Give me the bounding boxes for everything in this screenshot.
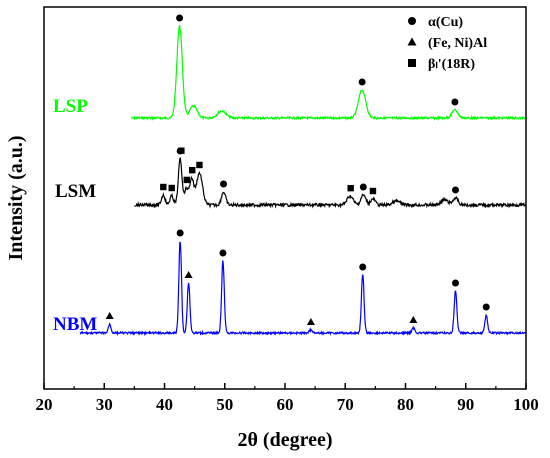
phase-marker-nbm-triangle-2 <box>184 271 193 278</box>
legend-marker-circle <box>408 17 416 25</box>
x-tick-label-90: 90 <box>457 395 474 414</box>
phase-marker-lsm-square-6 <box>196 161 203 169</box>
x-axis-ticks: 20 30 40 50 60 70 80 90 100 <box>36 383 539 414</box>
x-tick-label-30: 30 <box>96 395 113 414</box>
legend-label-square: βₗ'(18R) <box>428 57 475 72</box>
legend: α(Cu) (Fe, Ni)Al βₗ'(18R) <box>407 15 487 72</box>
phase-marker-lsm-square-5 <box>189 166 196 174</box>
x-tick-label-80: 80 <box>397 395 414 414</box>
phase-marker-lsm-square-0 <box>160 183 167 191</box>
series-line-lsp <box>131 25 527 121</box>
phase-marker-nbm-circle-1 <box>176 229 184 237</box>
phase-marker-nbm-circle-3 <box>219 249 227 257</box>
phase-marker-lsm-square-8 <box>347 184 354 192</box>
trace-layer <box>79 25 527 337</box>
series-line-lsm <box>134 157 527 209</box>
phase-marker-layer <box>105 14 490 325</box>
x-axis-label: 2θ (degree) <box>237 429 332 451</box>
phase-marker-lsp-circle-2 <box>451 98 459 106</box>
x-tick-label-70: 70 <box>337 395 354 414</box>
phase-marker-nbm-triangle-4 <box>306 318 315 325</box>
phase-marker-lsm-circle-11 <box>452 186 460 194</box>
trace-label-nbm: NBM <box>53 314 97 335</box>
phase-marker-lsm-square-1 <box>168 184 175 192</box>
legend-marker-triangle <box>407 37 417 46</box>
y-axis-label: Intensity (a.u.) <box>5 135 27 260</box>
phase-marker-lsm-square-10 <box>369 187 377 195</box>
legend-label-circle: α(Cu) <box>428 15 463 30</box>
legend-label-triangle: (Fe, Ni)Al <box>428 36 487 51</box>
legend-marker-square <box>408 59 416 67</box>
phase-marker-nbm-triangle-0 <box>105 312 114 319</box>
trace-label-lsp: LSP <box>53 96 88 117</box>
series-line-nbm <box>79 241 527 337</box>
phase-marker-lsm-circle-9 <box>359 183 367 191</box>
trace-label-layer: LSP LSM NBM <box>53 96 97 335</box>
phase-marker-lsm-square-3 <box>178 147 185 154</box>
phase-marker-nbm-circle-5 <box>359 263 367 271</box>
x-tick-label-50: 50 <box>216 395 233 414</box>
phase-marker-lsm-circle-7 <box>220 180 228 188</box>
x-tick-label-40: 40 <box>156 395 173 414</box>
phase-marker-nbm-circle-8 <box>482 303 490 311</box>
phase-marker-nbm-circle-7 <box>452 279 460 287</box>
phase-marker-lsp-circle-0 <box>176 14 184 22</box>
phase-marker-lsm-square-4 <box>183 176 190 184</box>
x-tick-label-20: 20 <box>36 395 53 414</box>
phase-marker-nbm-triangle-6 <box>409 316 418 323</box>
x-tick-label-60: 60 <box>277 395 294 414</box>
phase-marker-lsp-circle-1 <box>358 78 366 86</box>
x-tick-label-100: 100 <box>513 395 539 414</box>
trace-label-lsm: LSM <box>55 181 96 202</box>
